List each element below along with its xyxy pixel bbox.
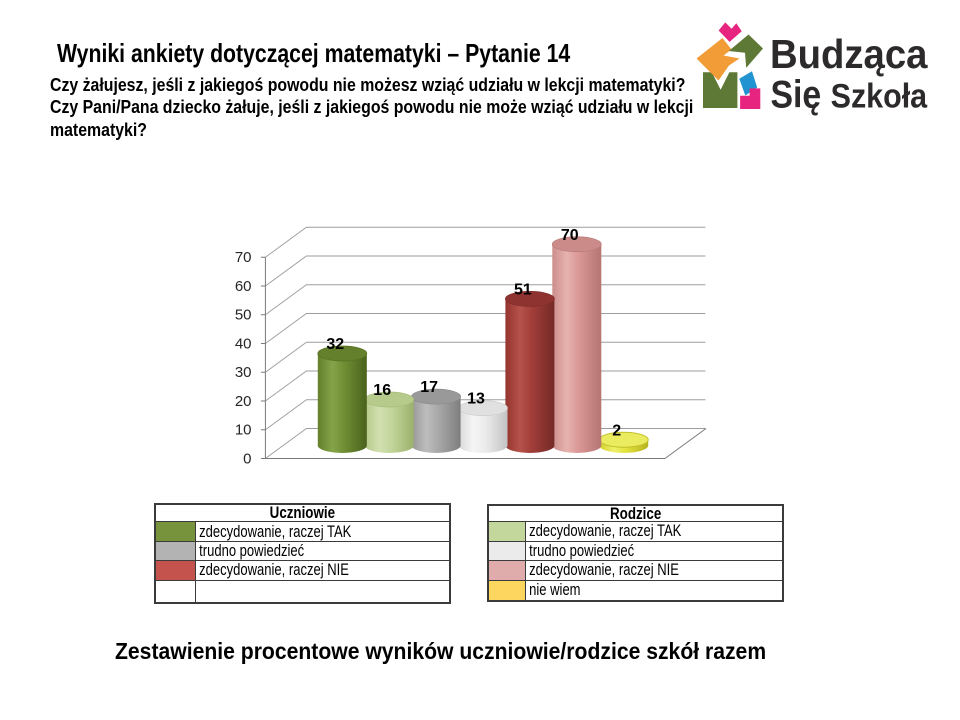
svg-text:32: 32 <box>326 336 344 353</box>
svg-text:70: 70 <box>561 227 579 244</box>
svg-text:51: 51 <box>514 281 532 298</box>
svg-text:2: 2 <box>612 422 621 439</box>
svg-text:13: 13 <box>467 391 485 408</box>
svg-text:30: 30 <box>235 364 252 381</box>
svg-text:60: 60 <box>235 278 252 295</box>
svg-text:Budząca: Budząca <box>770 32 928 77</box>
svg-text:20: 20 <box>235 393 252 410</box>
svg-text:40: 40 <box>235 335 252 352</box>
svg-text:Się Szkoła: Się Szkoła <box>771 72 928 116</box>
svg-text:70: 70 <box>235 249 252 266</box>
svg-text:16: 16 <box>373 382 391 399</box>
svg-text:50: 50 <box>235 307 252 324</box>
svg-text:0: 0 <box>243 450 251 467</box>
svg-text:17: 17 <box>420 379 438 396</box>
svg-text:10: 10 <box>235 422 252 439</box>
